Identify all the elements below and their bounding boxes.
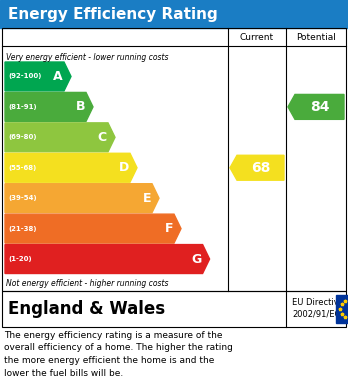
Polygon shape xyxy=(5,214,181,243)
Text: B: B xyxy=(76,100,85,113)
Polygon shape xyxy=(5,92,93,121)
Text: Very energy efficient - lower running costs: Very energy efficient - lower running co… xyxy=(6,52,168,61)
Text: EU Directive
2002/91/EC: EU Directive 2002/91/EC xyxy=(292,298,344,318)
Text: England & Wales: England & Wales xyxy=(8,300,165,318)
Polygon shape xyxy=(288,95,344,119)
Text: (81-91): (81-91) xyxy=(8,104,37,110)
Text: (92-100): (92-100) xyxy=(8,74,41,79)
Text: 68: 68 xyxy=(251,161,270,175)
Polygon shape xyxy=(5,184,159,213)
Text: Current: Current xyxy=(240,32,274,41)
Text: (1-20): (1-20) xyxy=(8,256,32,262)
Text: A: A xyxy=(53,70,63,83)
Text: F: F xyxy=(165,222,173,235)
Polygon shape xyxy=(5,123,115,152)
Text: Potential: Potential xyxy=(296,32,336,41)
Bar xyxy=(2,28,346,291)
Polygon shape xyxy=(5,62,71,91)
Text: (21-38): (21-38) xyxy=(8,226,37,231)
Text: G: G xyxy=(191,253,201,265)
Text: C: C xyxy=(98,131,107,144)
Polygon shape xyxy=(230,155,284,180)
Text: Not energy efficient - higher running costs: Not energy efficient - higher running co… xyxy=(6,278,168,287)
Text: (55-68): (55-68) xyxy=(8,165,36,171)
Polygon shape xyxy=(5,153,137,182)
Bar xyxy=(2,291,346,327)
Bar xyxy=(336,295,348,323)
Text: E: E xyxy=(142,192,151,204)
Text: The energy efficiency rating is a measure of the
overall efficiency of a home. T: The energy efficiency rating is a measur… xyxy=(4,331,233,377)
Text: Energy Efficiency Rating: Energy Efficiency Rating xyxy=(8,7,218,22)
Text: (69-80): (69-80) xyxy=(8,135,37,140)
Text: (39-54): (39-54) xyxy=(8,195,37,201)
Bar xyxy=(0,0,348,28)
Text: D: D xyxy=(119,161,129,174)
Polygon shape xyxy=(5,245,209,273)
Text: 84: 84 xyxy=(310,100,329,114)
